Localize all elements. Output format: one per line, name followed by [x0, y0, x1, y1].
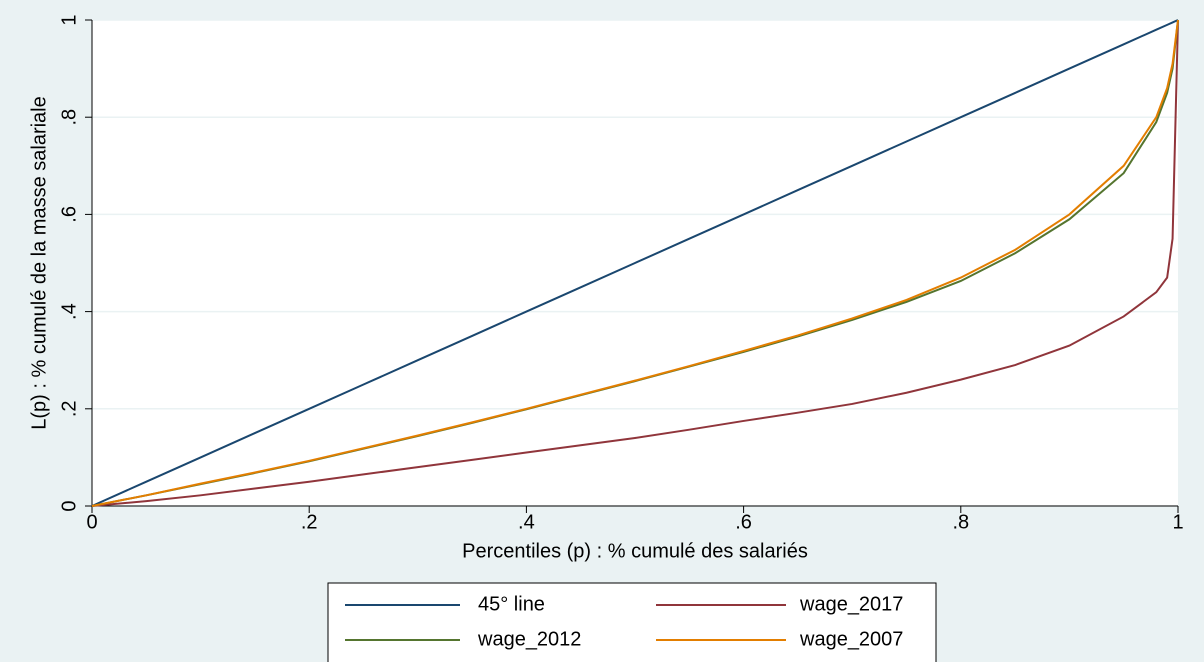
y-tick-label: 0 [58, 500, 80, 511]
legend-box [327, 582, 937, 662]
legend-label: wage_2007 [799, 628, 903, 650]
y-tick-label: .2 [58, 400, 80, 417]
x-tick-label: .4 [518, 511, 535, 533]
y-tick-label: .6 [58, 206, 80, 223]
x-tick-label: 0 [86, 511, 97, 533]
line-series [91, 19, 1179, 507]
y-tick-label: 1 [58, 14, 80, 25]
line-series [91, 19, 1179, 507]
line-series [91, 19, 1179, 507]
x-tick-label: .2 [301, 511, 318, 533]
legend-label: wage_2012 [477, 628, 581, 650]
y-tick-label: .8 [58, 109, 80, 126]
y-tick-label: .4 [58, 303, 80, 320]
y-axis-title: L(p) : % cumulé de la masse salariale [28, 96, 50, 429]
legend-label: wage_2017 [799, 593, 903, 615]
x-tick-label: 1 [1172, 511, 1183, 533]
legend-label: 45° line [478, 593, 545, 615]
x-axis-title: Percentiles (p) : % cumulé des salariés [462, 540, 808, 562]
x-tick-label: .8 [952, 511, 969, 533]
x-tick-label: .6 [735, 511, 752, 533]
